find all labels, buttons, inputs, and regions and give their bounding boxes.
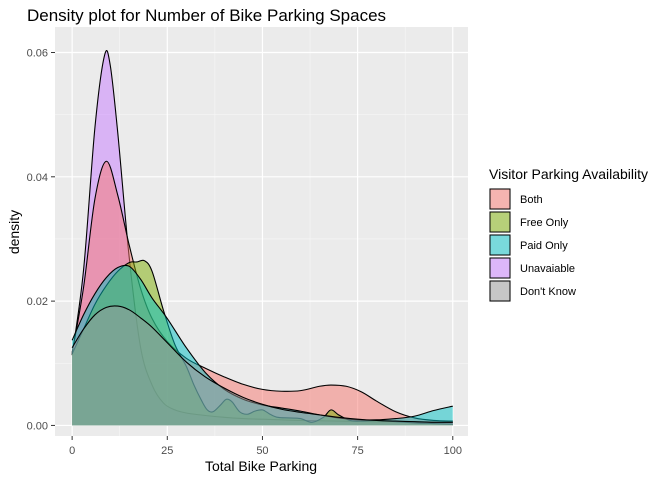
legend-label: Unavaiable: [520, 263, 575, 275]
density-outline-both: [71, 160, 453, 422]
y-tick-label: 0.04: [27, 172, 48, 184]
x-tick-label: 0: [69, 445, 75, 457]
legend-item-unavaiable: Unavaiable: [489, 257, 575, 279]
density-series: [71, 50, 453, 426]
x-axis-ticks: 0 25 50 75 100: [69, 436, 462, 457]
legend-swatch: [489, 257, 511, 279]
major-gridlines: [55, 27, 468, 436]
legend-label: Both: [520, 194, 543, 206]
minor-gridlines: [55, 27, 468, 436]
y-axis-label: density: [6, 210, 22, 254]
chart-title: Density plot for Number of Bike Parking …: [27, 6, 386, 25]
x-tick-label: 25: [161, 445, 173, 457]
x-tick-label: 75: [351, 445, 363, 457]
y-axis-ticks: 0.00 0.02 0.04 0.06: [27, 47, 55, 432]
legend-item-paid-only: Paid Only: [489, 234, 568, 256]
legend-label: Don't Know: [520, 286, 576, 298]
legend-swatch: [489, 234, 511, 256]
legend-title: Visitor Parking Availability: [489, 166, 648, 182]
legend: Visitor Parking Availability Both Free On…: [489, 166, 648, 302]
x-tick-label: 50: [256, 445, 268, 457]
legend-swatch: [489, 211, 511, 233]
density-outline-don-t-know: [71, 305, 453, 423]
y-tick-label: 0.06: [27, 47, 48, 59]
x-axis-label: Total Bike Parking: [205, 458, 317, 474]
y-tick-label: 0.00: [27, 420, 48, 432]
x-tick-label: 100: [444, 445, 462, 457]
legend-item-both: Both: [489, 188, 543, 210]
y-tick-label: 0.02: [27, 296, 48, 308]
legend-item-don-t-know: Don't Know: [489, 280, 576, 302]
density-area-don-t-know: [72, 305, 453, 426]
legend-swatch: [489, 280, 511, 302]
legend-label: Paid Only: [520, 240, 568, 252]
legend-swatch: [489, 188, 511, 210]
legend-label: Free Only: [520, 217, 569, 229]
legend-item-free-only: Free Only: [489, 211, 569, 233]
